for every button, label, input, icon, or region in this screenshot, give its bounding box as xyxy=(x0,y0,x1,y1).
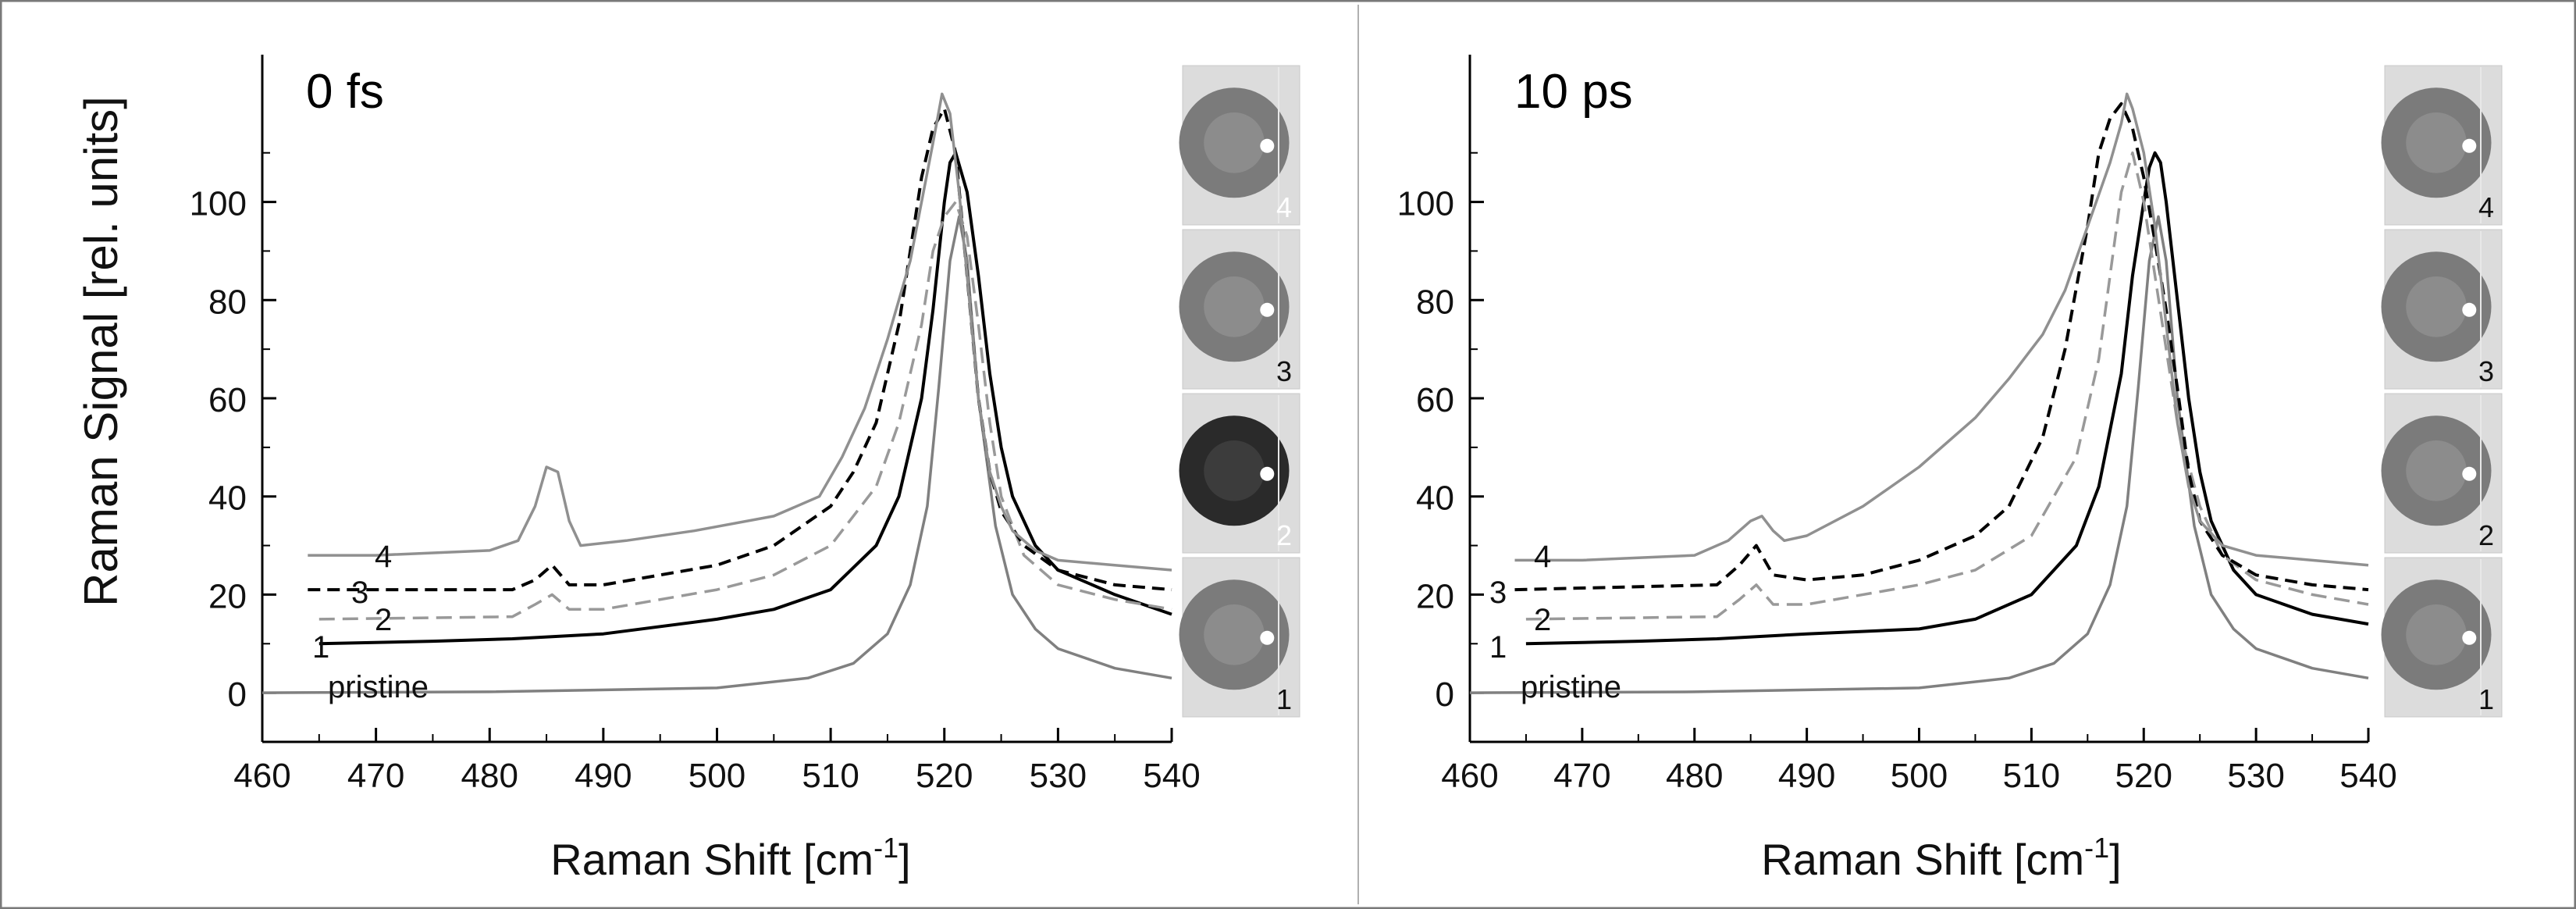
x-axis-label: Raman Shift [cm-1] xyxy=(550,832,910,884)
x-ticks: 460 470 480 490 500 510 520 530 540 xyxy=(1441,728,2397,795)
x-tick-label: 530 xyxy=(1030,757,1087,795)
y-tick-label: 0 xyxy=(228,676,247,714)
series-line-2 xyxy=(318,200,1172,621)
series-line-pristine xyxy=(1469,215,2369,694)
y-ticks: 0 20 40 60 80 100 xyxy=(1397,152,1484,714)
series-line-pristine xyxy=(262,215,1172,694)
inset-label: 3 xyxy=(1276,355,1292,387)
x-tick-label: 470 xyxy=(347,757,404,795)
series-label-2: 2 xyxy=(1534,603,1551,637)
series-label-pristine: pristine xyxy=(328,670,429,704)
series-label-1: 1 xyxy=(312,630,329,665)
x-tick-label: 470 xyxy=(1553,757,1610,795)
y-ticks: 0 20 40 60 80 100 xyxy=(190,152,276,714)
x-tick-label: 510 xyxy=(802,757,859,795)
x-tick-label: 490 xyxy=(1778,757,1835,795)
x-tick-label: 480 xyxy=(461,757,518,795)
panel-10ps: 0 20 40 60 80 100 460 470 480 490 500 510 520 530 540… xyxy=(1397,55,2503,884)
series-label-3: 3 xyxy=(1489,576,1507,610)
y-tick-label: 80 xyxy=(1416,283,1454,321)
x-tick-label: 520 xyxy=(2115,757,2172,795)
series-line-4 xyxy=(308,92,1172,572)
x-tick-label: 530 xyxy=(2227,757,2284,795)
series-label-pristine: pristine xyxy=(1521,670,1621,704)
series-label-4: 4 xyxy=(1534,540,1551,574)
x-tick-label: 540 xyxy=(2339,757,2396,795)
series-line-2 xyxy=(1525,151,2369,621)
inset-image-2: 2 xyxy=(1179,393,1300,554)
inset-image-1: 1 xyxy=(1179,557,1300,718)
y-tick-label: 0 xyxy=(1436,676,1454,714)
y-tick-label: 20 xyxy=(208,577,247,615)
series-label-2: 2 xyxy=(375,603,392,637)
x-tick-label: 490 xyxy=(575,757,632,795)
y-tick-label: 60 xyxy=(208,381,247,419)
inset-label: 3 xyxy=(2478,355,2494,387)
series-line-4 xyxy=(1514,92,2369,567)
series-line-3 xyxy=(1514,102,2369,592)
series-group xyxy=(1469,92,2369,694)
inset-label: 4 xyxy=(2478,191,2494,223)
panel-title: 10 ps xyxy=(1514,65,1633,119)
inset-image-4: 4 xyxy=(2381,65,2503,226)
inset-image-3: 3 xyxy=(2381,229,2503,390)
x-tick-label: 460 xyxy=(233,757,290,795)
x-tick-label: 510 xyxy=(2003,757,2060,795)
series-group xyxy=(262,92,1172,694)
y-tick-label: 100 xyxy=(190,185,247,223)
x-axis-label: Raman Shift [cm-1] xyxy=(1761,832,2121,884)
x-tick-label: 500 xyxy=(1891,757,1948,795)
x-ticks: 460 470 480 490 500 510 520 530 540 xyxy=(233,728,1201,795)
inset-image-4: 4 xyxy=(1179,65,1300,226)
y-tick-label: 40 xyxy=(1416,479,1454,518)
y-axis-label: Raman Signal [rel. units] xyxy=(75,96,127,607)
series-label-4: 4 xyxy=(375,540,392,574)
x-tick-label: 540 xyxy=(1143,757,1200,795)
inset-images: 4 3 2 1 xyxy=(2381,65,2503,718)
series-line-1 xyxy=(318,151,1172,646)
y-tick-label: 40 xyxy=(208,479,247,518)
y-tick-label: 60 xyxy=(1416,381,1454,419)
x-tick-label: 520 xyxy=(916,757,973,795)
series-line-1 xyxy=(1525,151,2369,646)
inset-images: 4 3 2 1 xyxy=(1179,65,1300,718)
inset-label: 1 xyxy=(2478,683,2494,715)
inset-label: 2 xyxy=(2478,519,2494,551)
inset-label: 1 xyxy=(1276,683,1292,715)
series-line-3 xyxy=(308,107,1172,592)
x-tick-label: 480 xyxy=(1666,757,1723,795)
inset-label: 4 xyxy=(1276,191,1292,223)
panel-title: 0 fs xyxy=(306,65,384,119)
series-label-1: 1 xyxy=(1489,630,1507,665)
inset-image-1: 1 xyxy=(2381,557,2503,718)
inset-image-3: 3 xyxy=(1179,229,1300,390)
x-tick-label: 500 xyxy=(688,757,745,795)
series-label-3: 3 xyxy=(351,576,368,610)
series-labels: pristine 1 234 xyxy=(312,540,429,704)
y-tick-label: 100 xyxy=(1397,185,1454,223)
y-tick-label: 80 xyxy=(208,283,247,321)
x-tick-label: 460 xyxy=(1441,757,1498,795)
inset-label: 2 xyxy=(1276,519,1292,551)
panel-0fs: 0 20 40 60 80 100 460 470 480 490 500 510 520 530 540… xyxy=(190,55,1300,884)
y-tick-label: 20 xyxy=(1416,577,1454,615)
inset-image-2: 2 xyxy=(2381,393,2503,554)
